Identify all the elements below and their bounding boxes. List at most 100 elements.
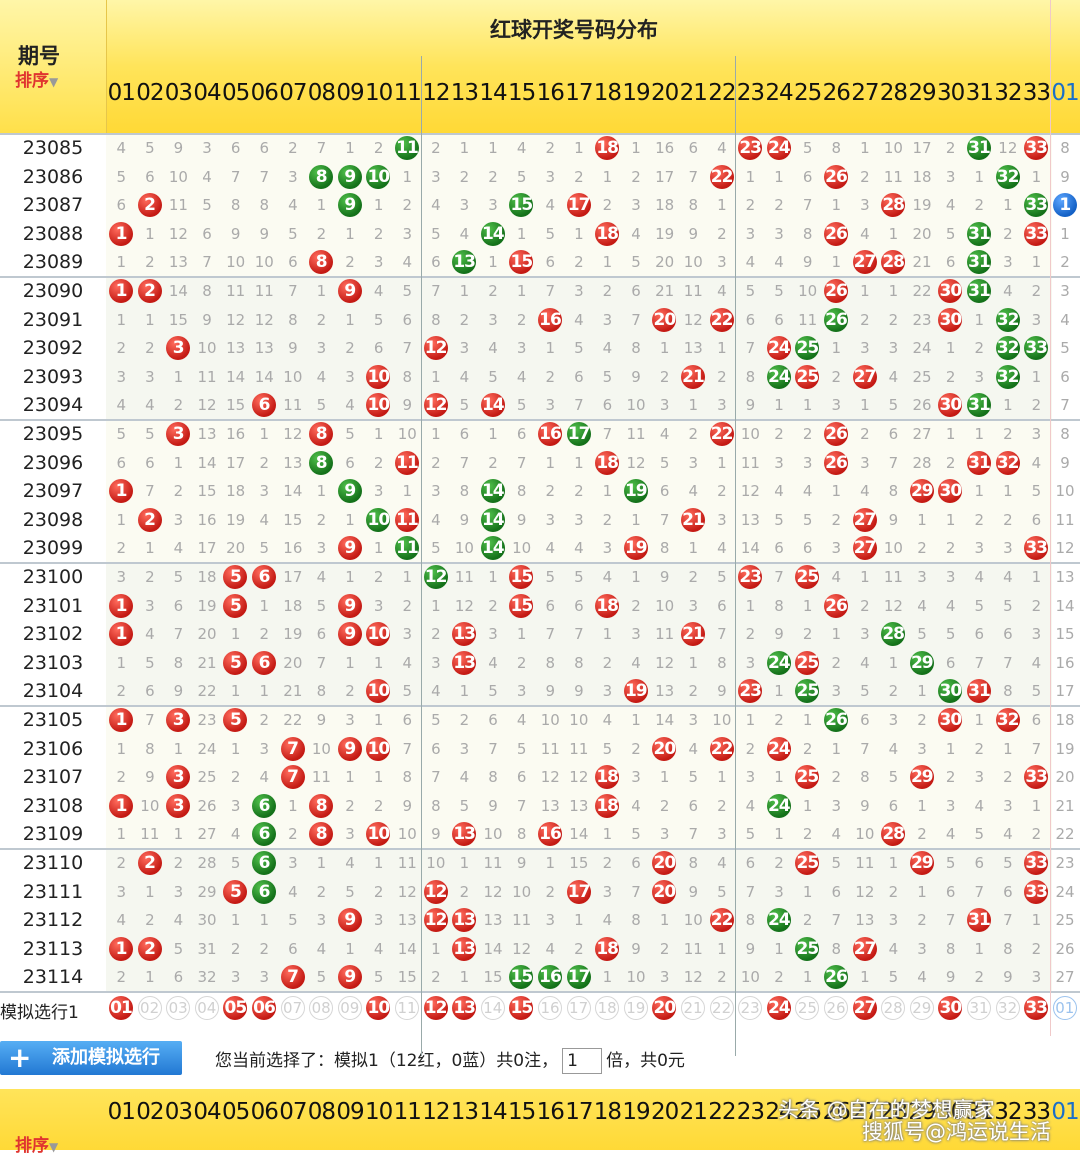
sim-empty-17[interactable]: 17 [566,996,591,1020]
footer-column-22[interactable]: 22 [708,1099,736,1125]
column-header-15[interactable]: 15 [508,80,536,106]
sim-ball-15[interactable]: 15 [509,996,534,1020]
sim-ball-13[interactable]: 13 [452,996,477,1020]
column-header-07[interactable]: 07 [279,80,307,106]
column-header-01[interactable]: 01 [107,80,136,106]
footer-column-24[interactable]: 24 [765,1099,793,1125]
sim-empty-09[interactable]: 09 [337,996,362,1020]
column-header-28[interactable]: 28 [879,80,908,106]
sim-ball-30[interactable]: 30 [938,996,963,1020]
footer-column-08[interactable]: 08 [307,1099,336,1125]
footer-column-17[interactable]: 17 [565,1099,593,1125]
sim-empty-22[interactable]: 22 [709,996,734,1020]
column-header-13[interactable]: 13 [450,80,479,106]
footer-column-05[interactable]: 05 [222,1099,250,1125]
sim-empty-16[interactable]: 16 [538,996,562,1020]
column-header-21[interactable]: 21 [679,80,708,106]
column-header-27[interactable]: 27 [851,80,879,106]
footer-column-23[interactable]: 23 [736,1099,765,1125]
column-header-08[interactable]: 08 [307,80,336,106]
footer-column-14[interactable]: 14 [479,1099,507,1125]
column-header-26[interactable]: 26 [822,80,851,106]
sim-ball-27[interactable]: 27 [852,996,877,1020]
column-header-19[interactable]: 19 [622,80,650,106]
column-header-25[interactable]: 25 [794,80,822,106]
footer-column-01[interactable]: 01 [107,1099,136,1125]
footer-column-09[interactable]: 09 [336,1099,364,1125]
footer-column-26[interactable]: 26 [822,1099,851,1125]
footer-column-04[interactable]: 04 [193,1099,221,1125]
column-header-23[interactable]: 23 [736,80,765,106]
footer-column-10[interactable]: 10 [365,1099,393,1125]
footer-column-33[interactable]: 33 [1022,1099,1051,1125]
column-header-11[interactable]: 11 [393,80,422,106]
column-header-33[interactable]: 33 [1022,80,1051,106]
footer-column-29[interactable]: 29 [908,1099,936,1125]
sim-empty-23[interactable]: 23 [738,996,763,1020]
column-header-18[interactable]: 18 [593,80,622,106]
footer-column-30[interactable]: 30 [937,1099,965,1125]
footer-column-32[interactable]: 32 [994,1099,1022,1125]
add-simulation-row-button[interactable]: + 添加模拟选行 [0,1041,182,1075]
sim-empty-32[interactable]: 32 [995,996,1020,1020]
column-header-10[interactable]: 10 [365,80,393,106]
footer-column-20[interactable]: 20 [651,1099,679,1125]
column-header-24[interactable]: 24 [765,80,793,106]
column-header-05[interactable]: 05 [222,80,250,106]
sim-ball-01[interactable]: 01 [109,996,133,1020]
footer-column-06[interactable]: 06 [250,1099,279,1125]
sim-empty-04[interactable]: 04 [194,996,219,1020]
footer-column-21[interactable]: 21 [679,1099,708,1125]
sim-ball-24[interactable]: 24 [766,996,791,1020]
footer-column-03[interactable]: 03 [164,1099,193,1125]
column-header-12[interactable]: 12 [422,80,450,106]
column-header-03[interactable]: 03 [164,80,193,106]
sim-empty-25[interactable]: 25 [795,996,820,1020]
column-header-17[interactable]: 17 [565,80,593,106]
sim-empty-29[interactable]: 29 [909,996,934,1020]
footer-column-11[interactable]: 11 [393,1099,422,1125]
sort-button[interactable]: 排序▼ [15,66,58,91]
sim-ball-10[interactable]: 10 [366,996,391,1020]
sim-ball-33[interactable]: 33 [1024,996,1049,1020]
multiplier-input[interactable]: 1 [562,1048,603,1074]
sim-ball-06[interactable]: 06 [252,996,276,1020]
sim-empty-08[interactable]: 08 [309,996,334,1020]
column-header-32[interactable]: 32 [994,80,1022,106]
column-header-22[interactable]: 22 [708,80,736,106]
sim-empty-28[interactable]: 28 [881,996,906,1020]
footer-sort-button[interactable]: 排序▼ [15,1131,58,1156]
sim-empty-11[interactable]: 11 [395,996,419,1020]
footer-column-16[interactable]: 16 [536,1099,565,1125]
sim-ball-05[interactable]: 05 [223,996,248,1020]
column-header-29[interactable]: 29 [908,80,936,106]
column-header-16[interactable]: 16 [536,80,565,106]
footer-column-12[interactable]: 12 [422,1099,450,1125]
footer-column-18[interactable]: 18 [593,1099,622,1125]
sim-empty-07[interactable]: 07 [280,996,305,1020]
sim-ball-20[interactable]: 20 [652,996,677,1020]
footer-column-25[interactable]: 25 [794,1099,822,1125]
sim-empty-02[interactable]: 02 [137,996,162,1020]
sim-empty-31[interactable]: 31 [967,996,991,1020]
footer-column-28[interactable]: 28 [879,1099,908,1125]
footer-column-19[interactable]: 19 [622,1099,650,1125]
column-header-04[interactable]: 04 [193,80,221,106]
footer-column-02[interactable]: 02 [136,1099,164,1125]
footer-column-07[interactable]: 07 [279,1099,307,1125]
footer-column-27[interactable]: 27 [851,1099,879,1125]
column-header-31[interactable]: 31 [965,80,994,106]
sim-empty-19[interactable]: 19 [623,996,648,1020]
sim-empty-03[interactable]: 03 [166,996,191,1020]
column-header-14[interactable]: 14 [479,80,507,106]
column-header-09[interactable]: 09 [336,80,364,106]
footer-column-13[interactable]: 13 [450,1099,479,1125]
footer-column-31[interactable]: 31 [965,1099,994,1125]
column-header-06[interactable]: 06 [250,80,279,106]
sim-blue-01[interactable]: 01 [1052,996,1077,1020]
sim-ball-12[interactable]: 12 [423,996,448,1020]
column-header-02[interactable]: 02 [136,80,164,106]
column-header-30[interactable]: 30 [937,80,965,106]
column-header-blue-01[interactable]: 01 [1051,80,1079,106]
footer-column-15[interactable]: 15 [508,1099,536,1125]
